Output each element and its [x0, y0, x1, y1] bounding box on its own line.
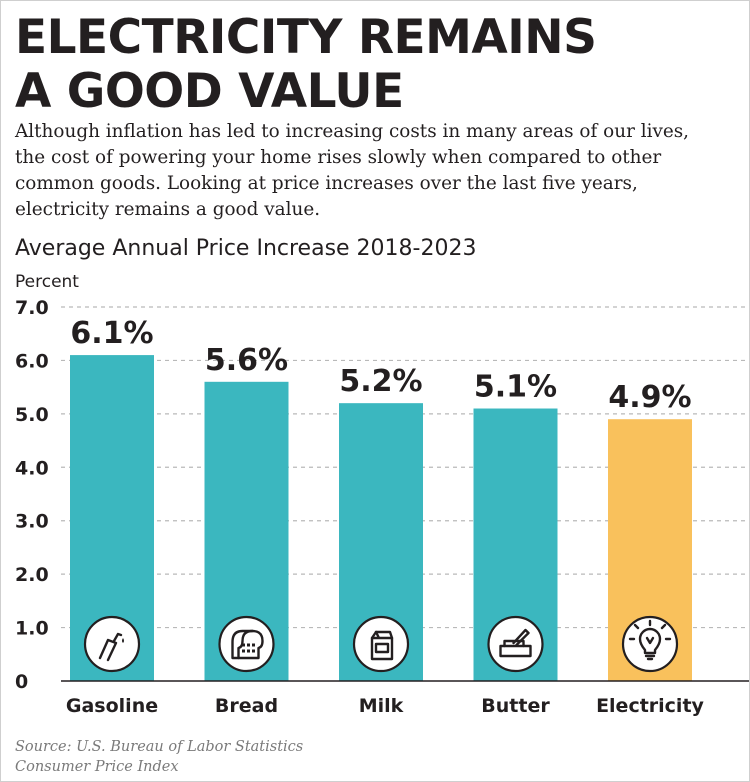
- headline: ELECTRICITY REMAINS A GOOD VALUE: [15, 11, 735, 119]
- y-tick-label: 7.0: [15, 297, 49, 319]
- y-tick-label: 1.0: [15, 618, 49, 640]
- category-label: Milk: [359, 695, 404, 717]
- data-label: 5.6%: [205, 343, 288, 378]
- source-line-2: Consumer Price Index: [15, 759, 179, 775]
- intro-line: common goods. Looking at price increases…: [15, 173, 638, 194]
- intro-line: Although inflation has led to increasing…: [15, 121, 690, 142]
- y-tick-label: 2.0: [15, 564, 49, 586]
- headline-line-1: ELECTRICITY REMAINS: [15, 10, 597, 65]
- intro-line: the cost of powering your home rises slo…: [15, 147, 662, 168]
- bar-chart: 0 1.0 2.0 3.0 4.0 5.0 6.0 7.0 6.1% Gasoline 5.6% Br…: [15, 297, 749, 717]
- headline-line-2: A GOOD VALUE: [15, 64, 404, 119]
- intro-line: electricity remains a good value.: [15, 199, 321, 220]
- y-tick-label: 3.0: [15, 511, 49, 533]
- data-label: 5.1%: [474, 370, 557, 405]
- gas-pump-icon: [98, 632, 124, 662]
- data-label: 5.2%: [339, 364, 422, 399]
- intro-paragraph: Although inflation has led to increasing…: [15, 119, 740, 223]
- butter-icon: [499, 628, 532, 658]
- y-tick-label: 6.0: [15, 350, 49, 372]
- data-label: 6.1%: [70, 316, 153, 351]
- light-bulb-icon: [628, 619, 672, 661]
- y-axis-label: Percent: [15, 272, 79, 292]
- milk-carton-icon: [370, 630, 394, 661]
- chart-title: Average Annual Price Increase 2018-2023: [15, 236, 477, 261]
- source-note: Source: U.S. Bureau of Labor Statistics …: [15, 737, 303, 777]
- category-label: Gasoline: [66, 695, 158, 717]
- icon-circle: [218, 615, 275, 673]
- source-line-1: Source: U.S. Bureau of Labor Statistics: [15, 739, 304, 755]
- data-label: 4.9%: [608, 380, 691, 415]
- category-label: Bread: [215, 695, 278, 717]
- y-tick-label: 4.0: [15, 457, 49, 479]
- bread-icon: [231, 629, 264, 660]
- category-label: Electricity: [596, 695, 704, 717]
- y-tick-label: 5.0: [15, 404, 49, 426]
- icon-circle: [83, 615, 141, 673]
- category-label: Butter: [481, 695, 550, 717]
- icon-circle: [487, 615, 544, 673]
- y-tick-label: 0: [15, 671, 28, 693]
